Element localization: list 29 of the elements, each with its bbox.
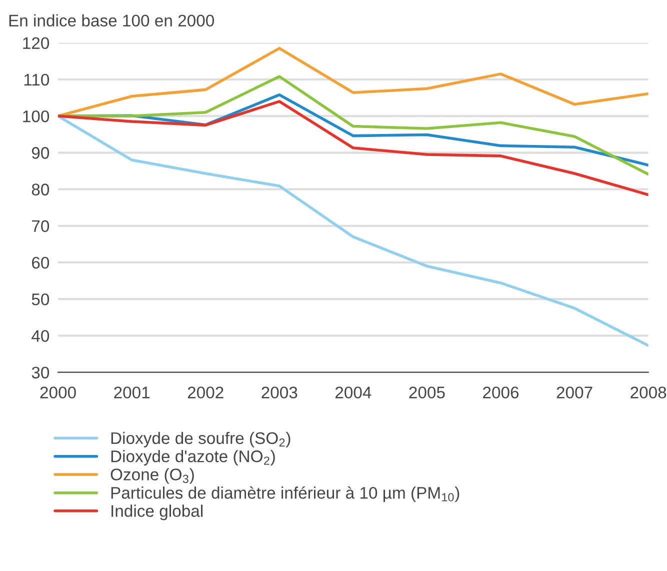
x-tick-label: 2008 — [630, 386, 666, 398]
x-tick-label: 2000 — [40, 386, 76, 398]
y-tick-label: 40 — [32, 330, 50, 342]
y-tick-label: 120 — [23, 37, 50, 50]
x-tick-label: 2007 — [556, 386, 592, 398]
x-tick-label: 2005 — [409, 386, 445, 398]
y-tick-label: 100 — [23, 110, 50, 122]
y-tick-label: 90 — [32, 147, 50, 159]
y-tick-label: 60 — [32, 256, 50, 269]
line-series — [58, 114, 648, 347]
legend-label: Dioxyde d'azote (NO$_{2}$) — [111, 450, 275, 466]
legend-label: Indice global — [112, 504, 202, 520]
y-tick-label: 50 — [32, 293, 50, 306]
x-tick-label: 2004 — [335, 386, 372, 398]
y-tick-label: 70 — [32, 220, 50, 232]
line-series — [58, 46, 648, 118]
y-tick-label: 80 — [32, 184, 50, 196]
x-tick-label: 2006 — [483, 386, 519, 398]
chart-title: En indice base 100 en 2000 — [9, 14, 214, 27]
legend-label: Ozone (O$_{3}$) — [110, 468, 194, 484]
x-tick-label: 2003 — [262, 386, 298, 398]
y-tick-label: 30 — [32, 366, 50, 378]
y-tick-label: 110 — [24, 74, 50, 86]
x-tick-label: 2001 — [114, 386, 150, 398]
legend-label: Dioxyde de soufre (SO$_{2}$) — [111, 432, 290, 448]
line-series — [58, 100, 648, 196]
x-tick-label: 2002 — [188, 386, 224, 398]
line-series — [58, 75, 648, 176]
legend-label: Particules de diamètre inférieur à 10 µm (PM$_{10}$) — [111, 486, 460, 502]
